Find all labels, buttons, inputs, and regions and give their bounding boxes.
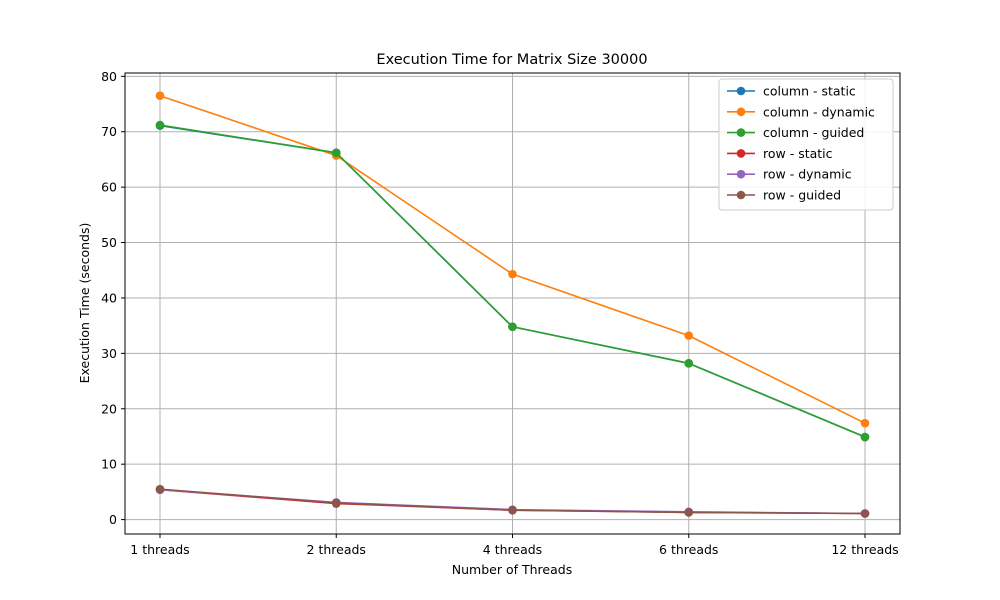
data-point: [508, 269, 517, 279]
legend-item: row - guided: [727, 188, 841, 203]
legend-marker: [736, 107, 746, 117]
data-point: [331, 498, 341, 508]
data-point: [331, 148, 341, 158]
legend-marker: [736, 169, 746, 179]
x-tick-label: 4 threads: [483, 542, 542, 557]
data-point: [155, 120, 165, 130]
legend-label: column - dynamic: [763, 104, 875, 119]
legend-marker: [736, 128, 746, 137]
legend-item: column - dynamic: [727, 104, 875, 119]
x-tick-label: 6 threads: [659, 542, 718, 557]
legend: column - static column - dynamic column - …: [718, 78, 894, 211]
legend-label: row - static: [763, 146, 833, 161]
series-group: [155, 91, 870, 518]
data-point: [684, 359, 694, 368]
x-tick-label: 2 threads: [307, 542, 366, 557]
y-tick-label: 80: [101, 69, 117, 84]
data-point: [860, 432, 870, 442]
data-point: [684, 331, 694, 340]
y-tick-label: 30: [101, 346, 117, 361]
y-tick-label: 10: [101, 457, 117, 472]
y-tick-label: 70: [101, 124, 117, 139]
data-point: [860, 418, 870, 428]
legend-item: column - static: [727, 84, 856, 99]
x-axis-label: Number of Threads: [452, 562, 572, 577]
y-tick-label: 60: [101, 180, 117, 195]
data-point: [684, 508, 694, 517]
data-point: [155, 91, 165, 101]
series-column-guided: [155, 120, 870, 442]
axis-ticks: 1 threads 2 threads 4 threads 6 threads 12 t…: [101, 69, 899, 557]
y-tick-label: 50: [101, 235, 117, 250]
data-point: [508, 505, 517, 515]
y-tick-label: 20: [101, 401, 117, 416]
grid: [125, 73, 900, 534]
legend-label: column - guided: [763, 125, 864, 140]
y-axis-label: Execution Time (seconds): [77, 223, 92, 384]
legend-marker: [736, 86, 746, 96]
chart-title: Execution Time for Matrix Size 30000: [376, 52, 647, 68]
x-tick-label: 12 threads: [831, 542, 898, 557]
legend-item: column - guided: [727, 125, 864, 140]
series-row-guided: [155, 484, 870, 518]
legend-box: [718, 78, 894, 211]
y-tick-label: 40: [101, 290, 117, 305]
legend-label: column - static: [763, 84, 856, 99]
legend-marker: [736, 149, 746, 158]
legend-item: row - static: [727, 146, 833, 161]
legend-marker: [736, 190, 746, 200]
legend-label: row - dynamic: [763, 167, 852, 182]
data-point: [155, 484, 165, 494]
legend-item: row - dynamic: [727, 167, 852, 182]
legend-label: row - guided: [763, 188, 841, 203]
y-tick-label: 0: [109, 512, 117, 527]
x-tick-label: 1 threads: [130, 542, 189, 557]
data-point: [508, 322, 517, 332]
data-point: [860, 509, 870, 518]
